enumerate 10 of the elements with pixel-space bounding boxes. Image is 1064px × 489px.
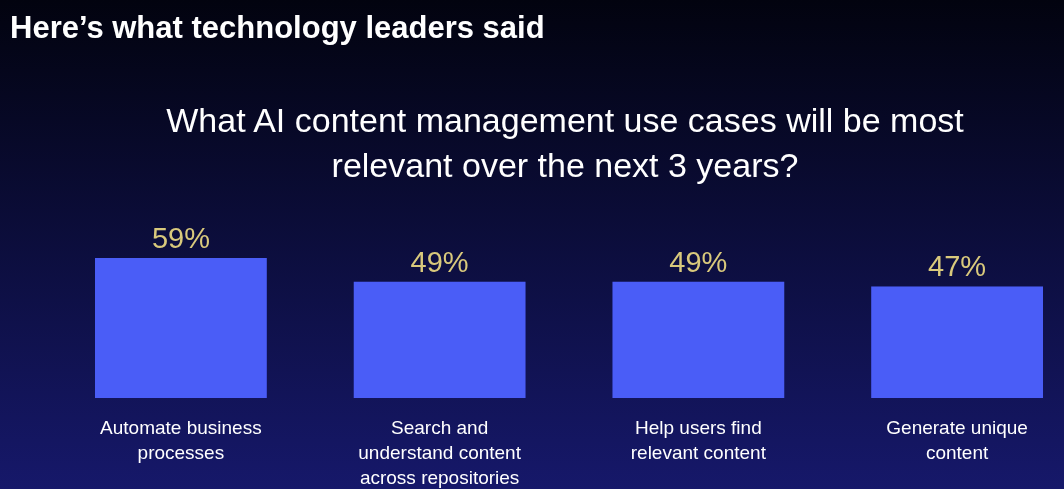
chart-subtitle: What AI content management use cases will be most relevant over the next 3 years? [166,101,965,184]
data-label: 47% [928,250,987,283]
x-tick-label: Search and understand content across repositories [358,417,522,488]
chart-title: Here’s what technology leaders said [10,10,545,45]
data-label: 59% [151,222,210,254]
data-label: 49% [669,245,728,278]
x-tick-label: Help users find relevant content [630,417,767,463]
x-tick-label: Automate business processes [100,417,262,463]
data-label: 49% [410,245,469,278]
x-tick-label: Generate unique content [886,417,1028,463]
